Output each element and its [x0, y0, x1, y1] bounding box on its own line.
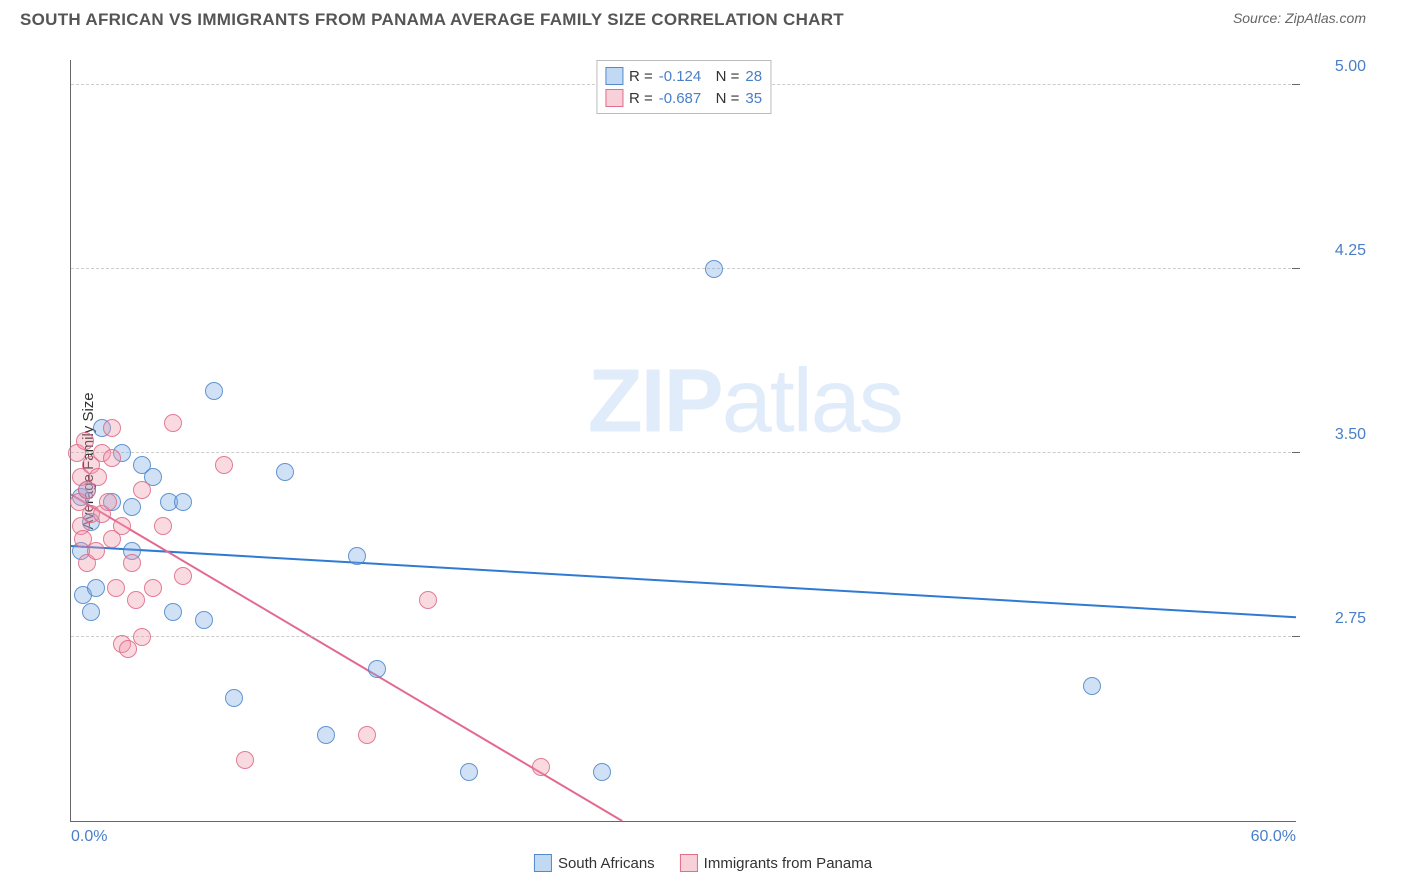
data-point	[99, 493, 117, 511]
data-point	[133, 481, 151, 499]
r-value-blue: -0.124	[659, 68, 702, 85]
data-point	[593, 763, 611, 781]
chart-container: Average Family Size ZIPatlas R = -0.124 …	[30, 50, 1376, 872]
swatch-blue-icon	[605, 67, 623, 85]
x-tick-label: 0.0%	[71, 828, 107, 846]
data-point	[317, 726, 335, 744]
correlation-legend: R = -0.124 N = 28 R = -0.687 N = 35	[596, 60, 771, 114]
data-point	[419, 591, 437, 609]
data-point	[460, 763, 478, 781]
data-point	[87, 542, 105, 560]
watermark: ZIPatlas	[588, 351, 902, 454]
data-point	[133, 628, 151, 646]
legend-row-blue: R = -0.124 N = 28	[605, 65, 762, 87]
data-point	[705, 260, 723, 278]
y-tick-mark	[1292, 84, 1300, 85]
legend-row-pink: R = -0.687 N = 35	[605, 87, 762, 109]
data-point	[87, 579, 105, 597]
n-label: N =	[707, 90, 739, 107]
n-label: N =	[707, 68, 739, 85]
data-point	[174, 493, 192, 511]
gridline	[71, 452, 1296, 453]
data-point	[236, 751, 254, 769]
data-point	[532, 758, 550, 776]
r-label: R =	[629, 68, 653, 85]
gridline	[71, 636, 1296, 637]
y-tick-label: 3.50	[1306, 426, 1366, 444]
data-point	[195, 611, 213, 629]
n-value-pink: 35	[745, 90, 762, 107]
data-point	[123, 498, 141, 516]
x-tick-label: 60.0%	[1251, 828, 1296, 846]
y-tick-mark	[1292, 452, 1300, 453]
r-label: R =	[629, 90, 653, 107]
data-point	[1083, 677, 1101, 695]
data-point	[215, 456, 233, 474]
data-point	[103, 419, 121, 437]
watermark-part1: ZIP	[588, 352, 722, 452]
data-point	[164, 414, 182, 432]
source-attribution: Source: ZipAtlas.com	[1233, 10, 1366, 26]
y-tick-mark	[1292, 268, 1300, 269]
y-tick-mark	[1292, 636, 1300, 637]
data-point	[348, 547, 366, 565]
data-point	[76, 432, 94, 450]
data-point	[89, 468, 107, 486]
trend-line	[71, 546, 1296, 617]
data-point	[127, 591, 145, 609]
y-tick-label: 4.25	[1306, 242, 1366, 260]
watermark-part2: atlas	[722, 352, 902, 452]
series-legend: South Africans Immigrants from Panama	[534, 854, 872, 872]
data-point	[368, 660, 386, 678]
data-point	[119, 640, 137, 658]
data-point	[276, 463, 294, 481]
source-label: Source:	[1233, 10, 1285, 26]
swatch-blue-icon	[534, 854, 552, 872]
source-name: ZipAtlas.com	[1285, 10, 1366, 26]
data-point	[358, 726, 376, 744]
data-point	[82, 603, 100, 621]
plot-area: ZIPatlas R = -0.124 N = 28 R = -0.687 N …	[70, 60, 1296, 822]
n-value-blue: 28	[745, 68, 762, 85]
data-point	[174, 567, 192, 585]
trend-lines	[71, 60, 1296, 821]
swatch-pink-icon	[605, 89, 623, 107]
legend-label: South Africans	[558, 855, 655, 872]
swatch-pink-icon	[680, 854, 698, 872]
legend-label: Immigrants from Panama	[704, 855, 872, 872]
legend-item-immigrants-panama: Immigrants from Panama	[680, 854, 872, 872]
data-point	[205, 382, 223, 400]
gridline	[71, 268, 1296, 269]
data-point	[107, 579, 125, 597]
data-point	[113, 517, 131, 535]
data-point	[154, 517, 172, 535]
data-point	[144, 579, 162, 597]
data-point	[123, 554, 141, 572]
data-point	[103, 449, 121, 467]
data-point	[225, 689, 243, 707]
chart-title: SOUTH AFRICAN VS IMMIGRANTS FROM PANAMA …	[20, 10, 844, 30]
y-tick-label: 5.00	[1306, 58, 1366, 76]
data-point	[164, 603, 182, 621]
legend-item-south-africans: South Africans	[534, 854, 655, 872]
y-tick-label: 2.75	[1306, 610, 1366, 628]
r-value-pink: -0.687	[659, 90, 702, 107]
